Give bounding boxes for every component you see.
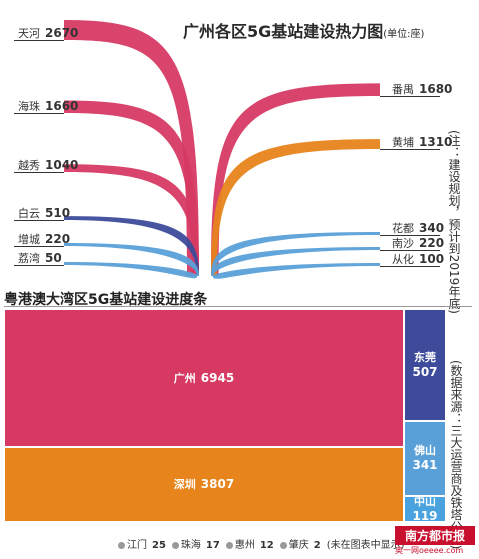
district-name: 增城: [18, 233, 40, 246]
cell-name: 广州: [173, 371, 196, 385]
item-name: 惠州: [234, 540, 255, 551]
dot-icon: [279, 541, 287, 549]
chart2-title: 粤港澳大湾区5G基站建设进度条: [4, 292, 208, 308]
treemap-cell-东莞: 东莞 507: [404, 309, 446, 421]
cell-value: 6945: [200, 370, 235, 385]
district-name: 花都: [392, 222, 414, 235]
cell-name: 东莞: [414, 350, 436, 364]
cell-value: 119: [412, 508, 438, 523]
chart1-title: 广州各区5G基站建设热力图(单位:座): [183, 22, 425, 41]
flow-band-增城: [64, 243, 199, 276]
district-value: 1660: [45, 99, 79, 113]
district-name: 海珠: [18, 100, 40, 113]
flow-band-海珠: [64, 100, 199, 276]
district-label-白云: 白云 510: [18, 205, 70, 221]
flow-band-荔湾: [64, 262, 199, 279]
chart2-title-rule: [4, 306, 472, 307]
treemap-cell-中山: 中山 119: [404, 494, 446, 523]
district-value: 340: [419, 221, 445, 235]
district-name: 南沙: [392, 237, 414, 250]
item-value: 12: [259, 540, 274, 551]
district-name: 荔湾: [18, 252, 40, 265]
district-value: 1040: [45, 158, 79, 172]
not-shown-item: 肇庆 2: [279, 540, 321, 551]
district-name: 天河: [18, 27, 40, 40]
cell-name: 佛山: [414, 444, 436, 458]
cell-name: 深圳: [173, 478, 196, 492]
item-value: 25: [152, 540, 166, 551]
district-name: 越秀: [18, 159, 40, 172]
district-name: 白云: [18, 207, 40, 220]
district-value: 50: [45, 251, 62, 265]
not-shown-item: 惠州 12: [225, 540, 274, 551]
district-value: 2670: [45, 26, 79, 40]
district-label-增城: 增城 220: [18, 231, 70, 247]
district-value: 510: [45, 206, 71, 220]
item-name: 江门: [127, 540, 147, 551]
district-value: 1680: [419, 82, 453, 96]
flow-band-黄埔: [211, 139, 380, 276]
flow-band-南沙: [211, 247, 380, 276]
district-label-番禺: 番禺 1680: [392, 81, 452, 97]
dot-icon: [171, 541, 179, 549]
bay-area-treemap: 广州 6945 深圳 3807 东莞 507 佛山 341 中山 119: [4, 309, 446, 523]
newspaper-logo: 南方都市报: [395, 526, 475, 545]
district-value: 220: [419, 236, 445, 250]
not-shown-item: 珠海 17: [171, 540, 220, 551]
cell-value: 341: [412, 458, 438, 473]
district-label-黄埔: 黄埔 1310: [392, 134, 452, 150]
district-label-荔湾: 荔湾 50: [18, 250, 62, 266]
district-value: 220: [45, 232, 71, 246]
flow-band-从化: [211, 263, 380, 279]
item-value: 2: [313, 540, 321, 551]
cell-value: 507: [412, 364, 438, 379]
treemap-cell-广州: 广州 6945: [4, 309, 404, 447]
flow-band-花都: [211, 232, 380, 276]
district-label-南沙: 南沙 220: [392, 235, 444, 251]
district-label-海珠: 海珠 1660: [18, 98, 78, 114]
district-label-从化: 从化 100: [392, 251, 444, 267]
district-label-天河: 天河 2670: [18, 25, 78, 41]
cell-name: 中山: [414, 494, 436, 508]
district-value: 100: [419, 252, 445, 266]
treemap-cell-佛山: 佛山 341: [404, 420, 446, 496]
district-name: 从化: [392, 253, 414, 266]
cell-value: 3807: [200, 477, 235, 492]
item-name: 珠海: [180, 540, 201, 551]
district-label-花都: 花都 340: [392, 220, 444, 236]
heat-flow-chart: [14, 19, 440, 279]
flow-band-白云: [64, 216, 199, 276]
not-shown-legend: 江门 25 珠海 17 惠州 12 肇庆 2 (未在图表中显示): [118, 536, 405, 551]
chart2-source: (数据来源：三大运营商及铁塔公司): [449, 360, 463, 550]
item-name: 肇庆: [288, 540, 309, 551]
dot-icon: [225, 541, 233, 549]
not-shown-item: 江门 25: [118, 540, 166, 551]
district-value: 1310: [419, 135, 453, 149]
district-label-越秀: 越秀 1040: [18, 157, 78, 173]
district-name: 番禺: [392, 83, 414, 96]
not-shown-note: (未在图表中显示): [326, 540, 405, 551]
dot-icon: [118, 541, 125, 549]
newspaper-site: 奥一网oeeee.com: [395, 546, 464, 555]
district-name: 黄埔: [392, 136, 414, 149]
chart1-note: (注：建设规划，预计到2019年底): [447, 130, 461, 314]
item-value: 17: [205, 540, 220, 551]
treemap-cell-深圳: 深圳 3807: [4, 446, 404, 522]
